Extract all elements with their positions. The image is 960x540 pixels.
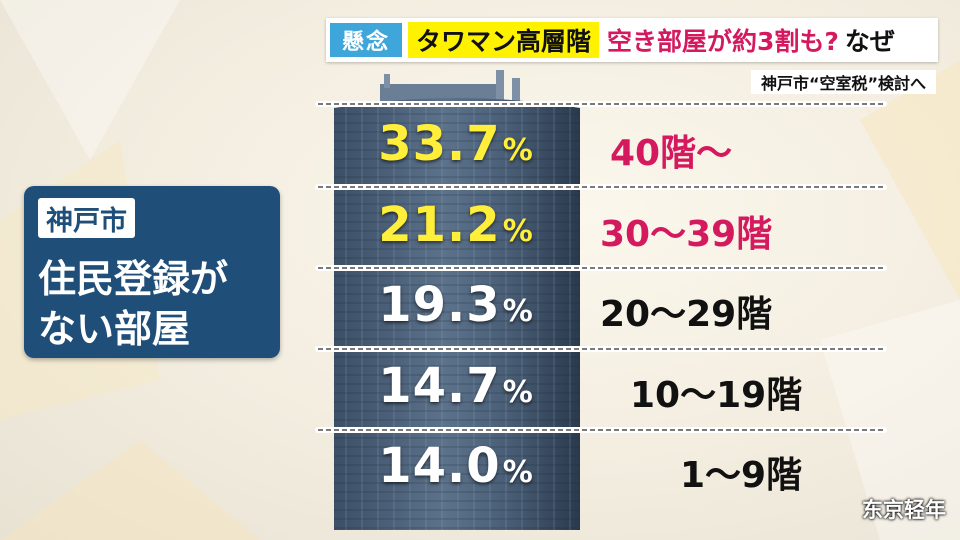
percent-value: 19.3	[378, 277, 501, 333]
headline-topic: タワマン高層階	[408, 22, 600, 58]
building-antenna	[384, 74, 390, 88]
percent-value: 14.0	[378, 438, 501, 494]
concern-badge: 懸念	[330, 23, 402, 57]
label-box: 神戸市 住民登録が ない部屋	[24, 186, 280, 358]
label-line-2: ない部屋	[38, 307, 191, 351]
building-antenna	[496, 70, 504, 104]
percent-label: 33.7%	[346, 116, 566, 172]
floor-range-label: 10〜19階	[630, 375, 803, 416]
percent-label: 14.7%	[346, 358, 566, 414]
percent-unit: %	[502, 455, 534, 490]
floor-range-label: 30〜39階	[600, 214, 773, 255]
headline-why: なぜ	[844, 27, 895, 56]
percent-label: 14.0%	[346, 438, 566, 494]
percent-unit: %	[502, 133, 534, 168]
percent-unit: %	[502, 214, 534, 249]
label-city: 神戸市	[38, 198, 135, 238]
floor-range-label: 40階〜	[610, 133, 733, 174]
subheadline: 神戸市“空室税”検討へ	[750, 70, 936, 94]
percent-value: 21.2	[378, 197, 501, 253]
headline-bar: 懸念 タワマン高層階 空き部屋が約3割も? なぜ	[326, 18, 938, 62]
headline-question: 空き部屋が約3割も? なぜ	[607, 22, 895, 58]
building-antenna	[512, 78, 520, 104]
label-line-1: 住民登録が	[38, 257, 229, 301]
floor-range-label: 1〜9階	[680, 455, 803, 496]
headline-question-text: 空き部屋が約3割も?	[607, 27, 839, 56]
percent-label: 21.2%	[346, 197, 566, 253]
floor-range-label: 20〜29階	[600, 294, 773, 335]
percent-label: 19.3%	[346, 277, 566, 333]
percent-value: 14.7	[378, 358, 501, 414]
percent-value: 33.7	[378, 116, 501, 172]
watermark: 东京轻年	[862, 498, 946, 522]
building-body	[334, 98, 580, 530]
percent-unit: %	[502, 375, 534, 410]
percent-unit: %	[502, 294, 534, 329]
